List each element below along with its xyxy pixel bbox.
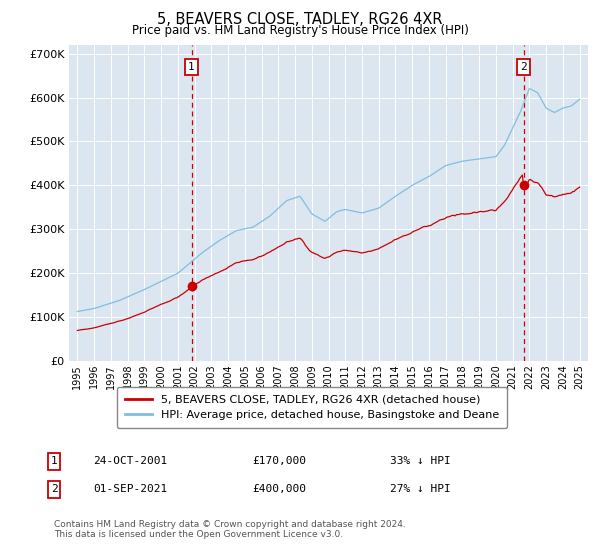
Text: 2: 2 — [50, 484, 58, 494]
Text: 2: 2 — [521, 62, 527, 72]
Text: 5, BEAVERS CLOSE, TADLEY, RG26 4XR: 5, BEAVERS CLOSE, TADLEY, RG26 4XR — [157, 12, 443, 27]
Text: 1: 1 — [188, 62, 195, 72]
Text: £400,000: £400,000 — [252, 484, 306, 494]
Text: 01-SEP-2021: 01-SEP-2021 — [93, 484, 167, 494]
Text: 33% ↓ HPI: 33% ↓ HPI — [390, 456, 451, 466]
Text: 1: 1 — [50, 456, 58, 466]
Text: 24-OCT-2001: 24-OCT-2001 — [93, 456, 167, 466]
Text: £170,000: £170,000 — [252, 456, 306, 466]
Legend: 5, BEAVERS CLOSE, TADLEY, RG26 4XR (detached house), HPI: Average price, detache: 5, BEAVERS CLOSE, TADLEY, RG26 4XR (deta… — [117, 387, 507, 428]
Text: Price paid vs. HM Land Registry's House Price Index (HPI): Price paid vs. HM Land Registry's House … — [131, 24, 469, 36]
Text: 27% ↓ HPI: 27% ↓ HPI — [390, 484, 451, 494]
Text: Contains HM Land Registry data © Crown copyright and database right 2024.
This d: Contains HM Land Registry data © Crown c… — [54, 520, 406, 539]
